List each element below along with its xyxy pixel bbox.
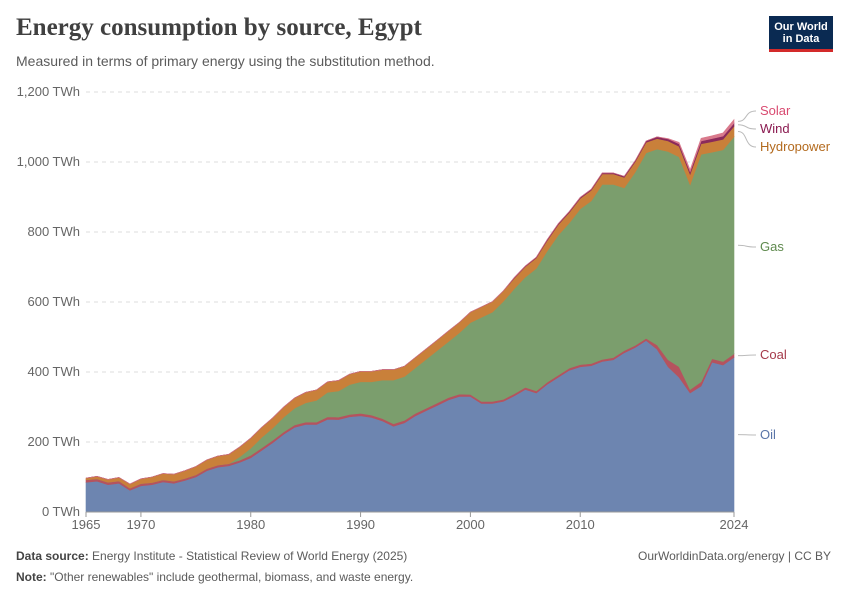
x-tick-label: 2010	[566, 517, 595, 532]
note-text: "Other renewables" include geothermal, b…	[50, 570, 414, 584]
legend-label-oil[interactable]: Oil	[760, 427, 776, 442]
x-axis: 1965 1970 1980 1990 2000 2010 2024	[72, 511, 749, 532]
x-tick-label: 1980	[236, 517, 265, 532]
y-tick-label: 200 TWh	[27, 434, 80, 449]
legend-label-gas[interactable]: Gas	[760, 239, 784, 254]
y-tick-label: 0 TWh	[42, 504, 80, 519]
chart-title: Energy consumption by source, Egypt	[16, 14, 422, 41]
y-tick-label: 800 TWh	[27, 224, 80, 239]
chart-subtitle: Measured in terms of primary energy usin…	[16, 53, 435, 69]
y-tick-label: 400 TWh	[27, 364, 80, 379]
owid-logo[interactable]: Our World in Data	[769, 16, 833, 52]
license-link[interactable]: OurWorldinData.org/energy | CC BY	[638, 549, 831, 563]
legend-label-solar[interactable]: Solar	[760, 103, 791, 118]
legend-connector	[737, 354, 757, 357]
x-tick-label: 1990	[346, 517, 375, 532]
y-tick-label: 1,000 TWh	[17, 154, 80, 169]
legend-label-coal[interactable]: Coal	[760, 347, 787, 362]
x-tick-label: 2000	[456, 517, 485, 532]
logo-line-2: in Data	[782, 33, 820, 45]
data-source-label: Data source:	[16, 549, 89, 563]
legend-label-wind[interactable]: Wind	[760, 121, 790, 136]
legend-connector	[737, 244, 757, 248]
data-source: Data source: Energy Institute - Statisti…	[16, 549, 407, 563]
y-tick-label: 600 TWh	[27, 294, 80, 309]
area-solar[interactable]	[85, 118, 735, 485]
legend-connector	[737, 131, 757, 148]
chart-note: Note: "Other renewables" include geother…	[16, 570, 413, 584]
logo-line-1: Our World	[774, 21, 828, 33]
y-tick-label: 1,200 TWh	[17, 84, 80, 99]
x-tick-label: 2024	[720, 517, 749, 532]
x-tick-label: 1965	[72, 517, 101, 532]
legend-label-hydropower[interactable]: Hydropower	[760, 139, 831, 154]
data-source-text: Energy Institute - Statistical Review of…	[92, 549, 408, 563]
legend: Oil Coal Gas Hydropower Wind Solar	[737, 103, 831, 442]
note-label: Note:	[16, 570, 47, 584]
area-series	[85, 118, 735, 513]
legend-connector	[737, 110, 757, 122]
y-axis: 0 TWh 200 TWh 400 TWh 600 TWh 800 TWh 1,000 T…	[17, 84, 80, 519]
legend-connector	[737, 124, 757, 130]
x-tick-label: 1970	[126, 517, 155, 532]
